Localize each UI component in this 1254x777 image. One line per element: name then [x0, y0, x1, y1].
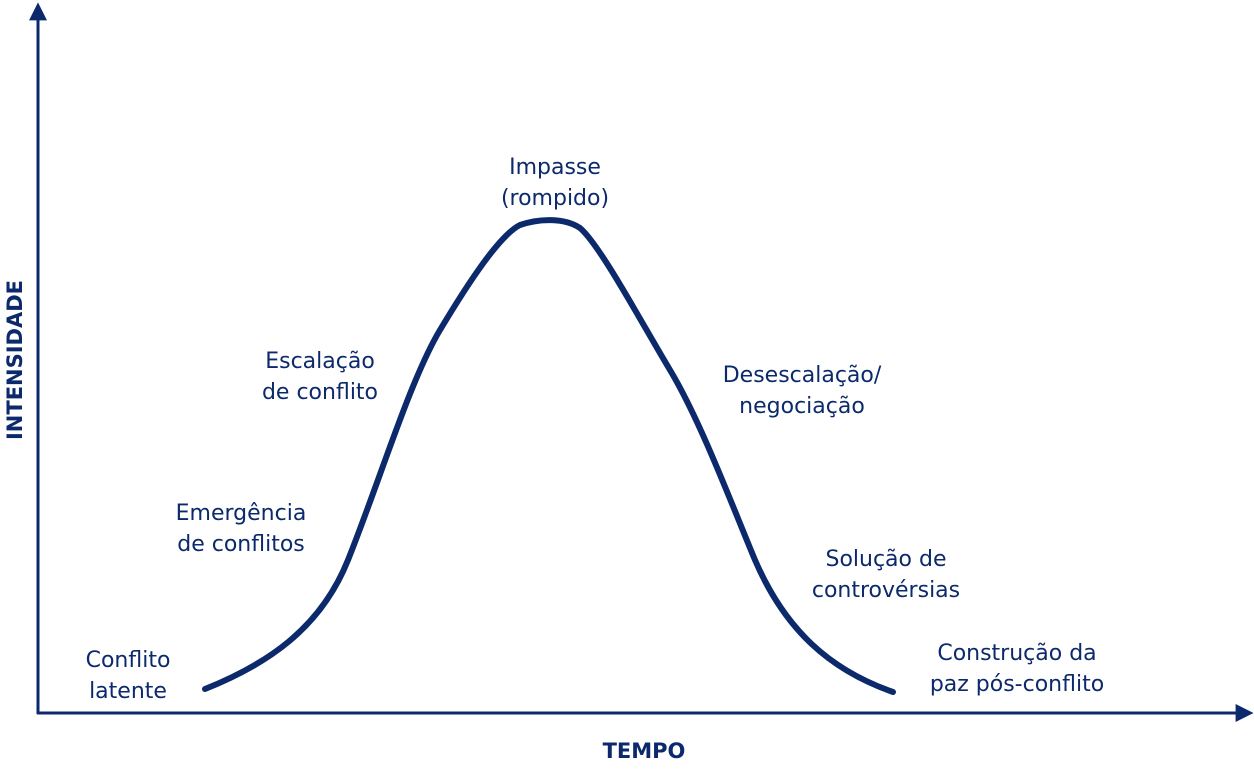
- stage-label-line: negociação: [739, 394, 865, 419]
- stage-label-line: controvérsias: [812, 578, 960, 603]
- stage-label: Escalação de conflito: [262, 349, 378, 405]
- conflict-curve: [202, 217, 896, 695]
- stage-label: Solução de controvérsias: [812, 547, 960, 603]
- stage-label-line: Construção da: [937, 641, 1096, 666]
- stage-label-line: Escalação: [265, 349, 375, 374]
- stage-label-line: Impasse: [509, 155, 601, 180]
- stage-label-line: Desescalação/: [723, 363, 882, 388]
- y-axis-title: INTENSIDADE: [3, 280, 27, 440]
- stage-label-line: latente: [89, 679, 167, 704]
- x-axis-title: TEMPO: [603, 739, 686, 763]
- stage-label-line: Emergência: [176, 501, 307, 526]
- stage-label-line: paz pós-conflito: [930, 672, 1104, 697]
- stage-label-line: de conflitos: [177, 532, 305, 557]
- stage-label-line: Solução de: [825, 547, 946, 572]
- stage-label: Emergência de conflitos: [176, 501, 307, 557]
- stage-label-line: de conflito: [262, 380, 378, 405]
- stage-label: Construção da paz pós-conflito: [930, 641, 1104, 697]
- stage-label: Impasse (rompido): [501, 155, 609, 211]
- stage-label: Desescalação/negociação: [723, 363, 882, 419]
- stage-label: Conflito latente: [86, 648, 171, 704]
- stage-labels: Conflito latente Emergência de conflitos Esc…: [86, 155, 1105, 704]
- stage-label-line: Conflito: [86, 648, 171, 673]
- stage-label-line: (rompido): [501, 186, 609, 211]
